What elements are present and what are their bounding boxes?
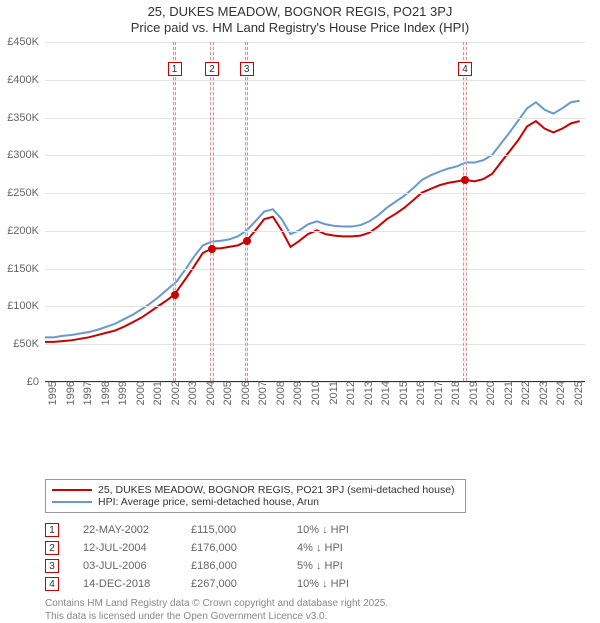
x-axis-tick-label: 1998 [96, 381, 112, 405]
x-axis-tick-label: 2006 [236, 381, 252, 405]
chart-legend: 25, DUKES MEADOW, BOGNOR REGIS, PO21 3PJ… [45, 479, 466, 513]
y-axis-tick-label: £100K [7, 300, 45, 312]
legend-item: HPI: Average price, semi-detached house,… [52, 496, 455, 508]
gridline-h [45, 193, 585, 194]
x-axis-tick-label: 2007 [253, 381, 269, 405]
x-axis-tick-label: 2000 [131, 381, 147, 405]
footer-line-2: This data is licensed under the Open Gov… [45, 610, 600, 623]
sales-table-row: 2 12-JUL-2004 £176,000 4% ↓ HPI [45, 541, 600, 555]
chart-title-line2: Price paid vs. HM Land Registry's House … [0, 20, 600, 35]
y-axis-tick-label: £350K [7, 112, 45, 124]
sale-id-box: 4 [45, 577, 59, 591]
x-axis-tick-label: 2005 [218, 381, 234, 405]
x-axis-tick-label: 2010 [306, 381, 322, 405]
gridline-h [45, 231, 585, 232]
chart-lines-svg [45, 42, 585, 381]
sale-id-box: 1 [45, 523, 59, 537]
legend-swatch [52, 489, 92, 491]
x-axis-tick-label: 1995 [43, 381, 59, 405]
chart-title-line1: 25, DUKES MEADOW, BOGNOR REGIS, PO21 3PJ [0, 4, 600, 19]
footer-line-1: Contains HM Land Registry data © Crown c… [45, 597, 600, 610]
sale-id-box: 2 [45, 541, 59, 555]
gridline-h [45, 118, 585, 119]
x-axis-tick-label: 2019 [464, 381, 480, 405]
sale-id-box: 3 [45, 559, 59, 573]
sale-delta-vs-hpi: 10% ↓ HPI [297, 524, 407, 536]
sale-dot [208, 245, 216, 253]
x-axis-tick-label: 2014 [376, 381, 392, 405]
sale-marker-box: 4 [458, 62, 472, 76]
x-axis-tick-label: 2017 [429, 381, 445, 405]
sale-dot [171, 291, 179, 299]
x-axis-tick-label: 2016 [411, 381, 427, 405]
sale-marker-box: 1 [168, 62, 182, 76]
sale-delta-vs-hpi: 4% ↓ HPI [297, 542, 407, 554]
y-axis-tick-label: £400K [7, 74, 45, 86]
sale-price: £176,000 [191, 542, 291, 554]
sale-price: £186,000 [191, 560, 291, 572]
x-axis-tick-label: 2013 [359, 381, 375, 405]
y-axis-tick-label: £300K [7, 149, 45, 161]
x-axis-tick-label: 1997 [78, 381, 94, 405]
gridline-h [45, 306, 585, 307]
sale-band [245, 42, 249, 381]
x-axis-tick-label: 2015 [394, 381, 410, 405]
gridline-h [45, 42, 585, 43]
x-axis-tick-label: 1999 [113, 381, 129, 405]
x-axis-tick-label: 2023 [534, 381, 550, 405]
sale-dot [243, 237, 251, 245]
gridline-h [45, 344, 585, 345]
x-axis-tick-label: 2001 [148, 381, 164, 405]
x-axis-tick-label: 2025 [569, 381, 585, 405]
y-axis-tick-label: £450K [7, 36, 45, 48]
x-axis-tick-label: 2004 [201, 381, 217, 405]
chart-plot-area: £0£50K£100K£150K£200K£250K£300K£350K£400… [45, 42, 585, 382]
x-axis-tick-label: 2021 [499, 381, 515, 405]
y-axis-tick-label: £50K [13, 338, 45, 350]
sale-date: 12-JUL-2004 [65, 542, 185, 554]
sale-date: 03-JUL-2006 [65, 560, 185, 572]
sale-delta-vs-hpi: 10% ↓ HPI [297, 578, 407, 590]
legend-item: 25, DUKES MEADOW, BOGNOR REGIS, PO21 3PJ… [52, 484, 455, 496]
x-axis-tick-label: 2020 [481, 381, 497, 405]
y-axis-tick-label: £150K [7, 263, 45, 275]
sales-table-row: 4 14-DEC-2018 £267,000 10% ↓ HPI [45, 577, 600, 591]
sale-date: 22-MAY-2002 [65, 524, 185, 536]
sale-dot [461, 176, 469, 184]
sale-price: £267,000 [191, 578, 291, 590]
sale-band [463, 42, 467, 381]
x-axis-tick-label: 1996 [61, 381, 77, 405]
legend-label: HPI: Average price, semi-detached house,… [98, 496, 319, 508]
x-axis-tick-label: 2008 [271, 381, 287, 405]
sale-price: £115,000 [191, 524, 291, 536]
sales-table-row: 1 22-MAY-2002 £115,000 10% ↓ HPI [45, 523, 600, 537]
x-axis-tick-label: 2009 [288, 381, 304, 405]
y-axis-tick-label: £250K [7, 187, 45, 199]
footer-attribution: Contains HM Land Registry data © Crown c… [45, 597, 600, 623]
sale-date: 14-DEC-2018 [65, 578, 185, 590]
x-axis-tick-label: 2024 [551, 381, 567, 405]
x-axis-tick-label: 2022 [516, 381, 532, 405]
gridline-h [45, 269, 585, 270]
x-axis-tick-label: 2003 [183, 381, 199, 405]
legend-swatch [52, 501, 92, 503]
sale-band [210, 42, 214, 381]
sales-table: 1 22-MAY-2002 £115,000 10% ↓ HPI 2 12-JUL-200… [45, 523, 600, 591]
x-axis-tick-label: 2011 [324, 381, 340, 405]
gridline-h [45, 80, 585, 81]
sale-marker-box: 3 [240, 62, 254, 76]
gridline-h [45, 155, 585, 156]
y-axis-tick-label: £200K [7, 225, 45, 237]
sale-marker-box: 2 [205, 62, 219, 76]
sale-delta-vs-hpi: 5% ↓ HPI [297, 560, 407, 572]
series-line [45, 101, 580, 338]
x-axis-tick-label: 2002 [166, 381, 182, 405]
legend-label: 25, DUKES MEADOW, BOGNOR REGIS, PO21 3PJ… [98, 484, 455, 496]
sales-table-row: 3 03-JUL-2006 £186,000 5% ↓ HPI [45, 559, 600, 573]
sale-band [173, 42, 177, 381]
x-axis-tick-label: 2018 [446, 381, 462, 405]
x-axis-tick-label: 2012 [341, 381, 357, 405]
